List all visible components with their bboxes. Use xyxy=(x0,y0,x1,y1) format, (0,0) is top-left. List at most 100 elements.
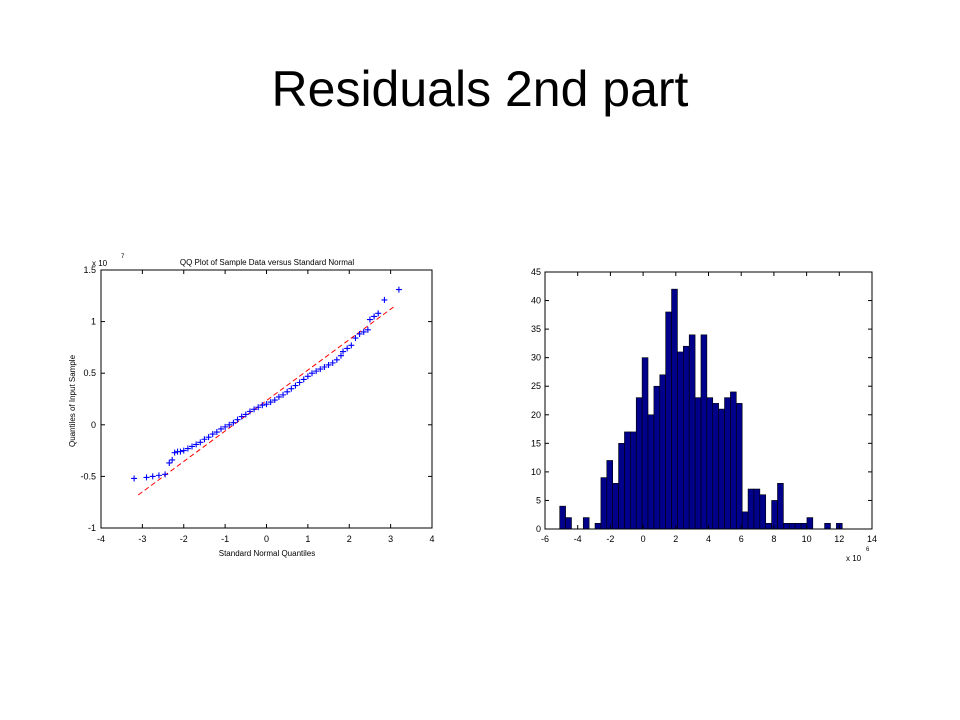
qq-y-axis-label: Quantiles of Input Sample xyxy=(68,354,77,447)
qq-data-point xyxy=(325,361,332,368)
histogram: x 10 6 -6 -4 -2 0 2 4 6 8 10 12 14 0 5 10 15 20 25 30 35 40… xyxy=(531,267,877,563)
qq-data-point xyxy=(180,447,187,454)
histogram-bar xyxy=(677,351,684,530)
histogram-x-tick-label: -4 xyxy=(574,534,582,544)
qq-data-point xyxy=(189,443,196,450)
qq-data-point xyxy=(193,441,200,448)
histogram-bar xyxy=(630,431,637,530)
qq-data-point xyxy=(288,385,295,392)
histogram-bar xyxy=(565,517,572,530)
histogram-x-tick-label: -2 xyxy=(606,534,614,544)
qq-data-point xyxy=(267,399,274,406)
qq-data-point xyxy=(226,421,233,428)
histogram-bar xyxy=(665,311,672,530)
slide-title: Residuals 2nd part xyxy=(271,61,689,117)
histogram-x-tick-label: 2 xyxy=(673,534,678,544)
histogram-x-tick-label: 0 xyxy=(641,534,646,544)
histogram-bar xyxy=(647,414,655,530)
qq-plot-title: QQ Plot of Sample Data versus Standard N… xyxy=(180,258,355,267)
histogram-bar xyxy=(683,345,690,530)
histogram-bar xyxy=(806,517,814,530)
histogram-x-exponent-label: x 10 xyxy=(846,554,862,563)
qq-y-exponent-label: x 10 xyxy=(92,259,108,268)
histogram-bar xyxy=(730,391,737,530)
qq-data-point xyxy=(313,368,320,375)
qq-x-tick-label: 0 xyxy=(264,534,269,544)
qq-y-tick-label: 0 xyxy=(91,420,96,430)
qq-data-point xyxy=(337,352,344,359)
histogram-bar xyxy=(759,494,767,530)
qq-plot: QQ Plot of Sample Data versus Standard N… xyxy=(68,254,435,558)
histogram-bar xyxy=(735,403,743,530)
qq-data-point xyxy=(234,416,241,423)
qq-data-point xyxy=(155,472,162,479)
histogram-bar xyxy=(771,500,778,530)
qq-data-point xyxy=(255,404,262,411)
qq-data-point xyxy=(197,439,204,446)
histogram-bar xyxy=(765,522,772,530)
histogram-bar xyxy=(671,288,678,530)
qq-data-point xyxy=(371,313,378,320)
histogram-bar xyxy=(741,511,749,530)
qq-data-point xyxy=(304,373,311,380)
qq-data-point xyxy=(271,397,278,404)
qq-data-point xyxy=(300,376,307,383)
histogram-y-tick-label: 30 xyxy=(531,353,541,363)
histogram-y-tick-label: 0 xyxy=(536,524,541,534)
histogram-x-tick-label: 14 xyxy=(867,534,877,544)
histogram-bar xyxy=(582,517,590,530)
histogram-x-tick-label: 10 xyxy=(802,534,812,544)
qq-data-point xyxy=(352,335,359,342)
qq-data-point xyxy=(296,379,303,386)
qq-x-tick-label: 1 xyxy=(305,534,310,544)
histogram-bar xyxy=(694,397,702,530)
qq-y-tick-label: 1.5 xyxy=(83,265,96,275)
qq-data-point xyxy=(284,388,291,395)
qq-data-point xyxy=(263,401,270,408)
histogram-y-tick-label: 25 xyxy=(531,381,541,391)
histogram-bar xyxy=(718,408,725,530)
qq-plot-frame xyxy=(100,269,433,529)
histogram-y-tick-label: 20 xyxy=(531,410,541,420)
qq-y-exponent: 7 xyxy=(121,254,125,260)
qq-data-point xyxy=(292,382,299,389)
qq-data-point xyxy=(333,356,340,363)
qq-data-point xyxy=(344,345,351,352)
histogram-bar xyxy=(600,477,608,530)
histogram-bar xyxy=(724,397,731,530)
histogram-bar xyxy=(606,460,613,530)
qq-x-tick-label: 2 xyxy=(347,534,352,544)
histogram-bar xyxy=(624,431,631,530)
qq-data-point xyxy=(275,393,282,400)
qq-data-point xyxy=(149,473,156,480)
histogram-y-tick-label: 35 xyxy=(531,324,541,334)
histogram-bar xyxy=(635,397,643,530)
qq-data-point xyxy=(381,296,388,303)
histogram-bar xyxy=(824,522,831,530)
qq-x-tick-label: 4 xyxy=(429,534,434,544)
histogram-bar xyxy=(594,522,602,530)
qq-data-point xyxy=(131,475,138,482)
histogram-x-tick-label: 4 xyxy=(706,534,711,544)
qq-data-point xyxy=(222,423,229,430)
histogram-x-tick-label: 8 xyxy=(771,534,776,544)
qq-data-point xyxy=(184,445,191,452)
histogram-y-tick-label: 5 xyxy=(536,495,541,505)
qq-x-tick-label: -2 xyxy=(180,534,188,544)
histogram-x-tick-label: -6 xyxy=(541,534,549,544)
histogram-bar xyxy=(800,522,808,530)
qq-y-tick-label: -0.5 xyxy=(80,471,96,481)
qq-data-point xyxy=(321,364,328,371)
histogram-bar xyxy=(794,522,802,530)
qq-data-point xyxy=(309,370,316,377)
qq-data-point xyxy=(317,366,324,373)
qq-data-point xyxy=(360,328,367,335)
qq-data-point xyxy=(217,425,224,432)
qq-data-point xyxy=(395,286,402,293)
qq-x-axis-label: Standard Normal Quantiles xyxy=(219,549,316,558)
qq-data-point xyxy=(213,429,220,436)
histogram-bar xyxy=(712,403,719,530)
histogram-bar xyxy=(559,505,566,530)
qq-data-point xyxy=(177,448,184,455)
